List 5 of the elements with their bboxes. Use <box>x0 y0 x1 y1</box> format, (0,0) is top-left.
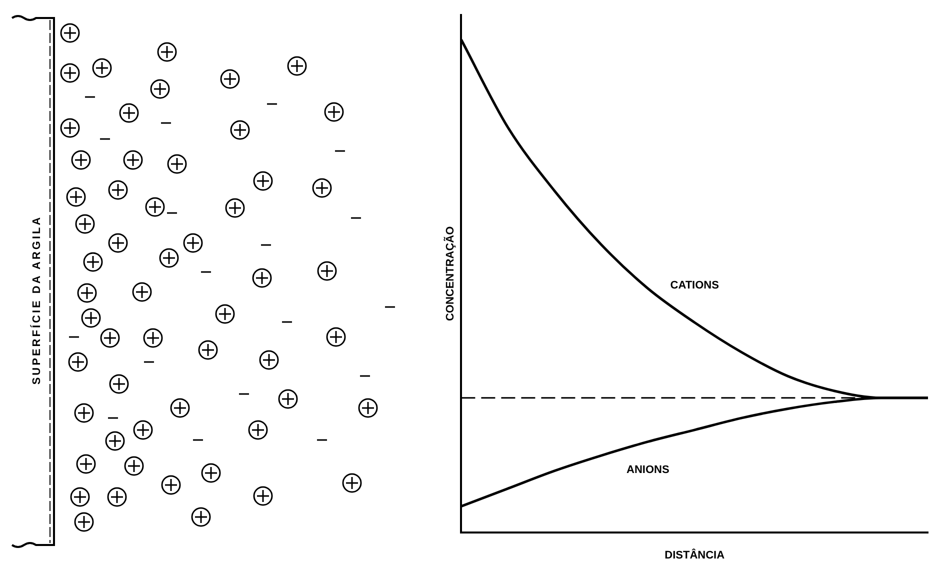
y-axis-title: CONCENTRAÇÃO <box>444 226 457 322</box>
series-label: CATIONS <box>670 280 719 292</box>
series-label: ANIONS <box>626 464 670 476</box>
text: SUPERFÍCIE DA ARGILA <box>30 215 43 385</box>
x-axis-title: DISTÂNCIA <box>664 548 725 562</box>
